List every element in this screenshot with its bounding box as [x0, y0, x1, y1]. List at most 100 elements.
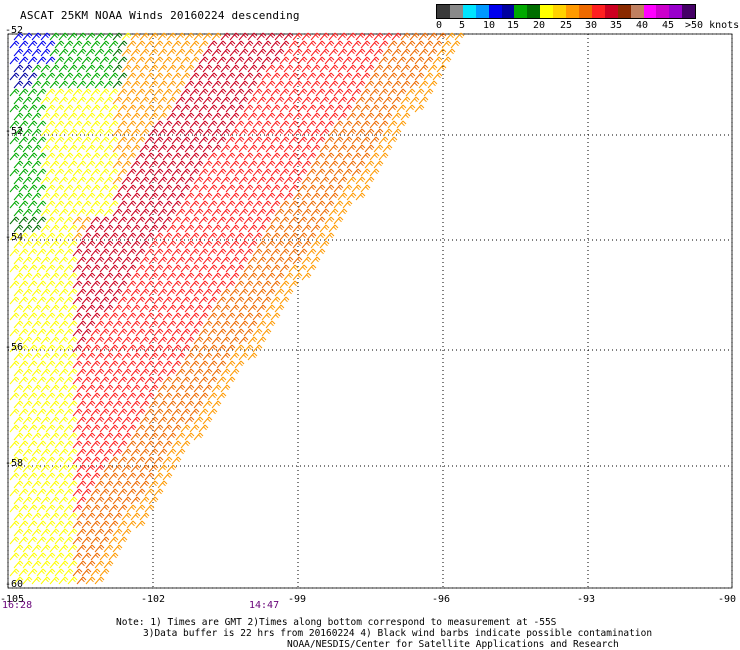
- wind-barb: [54, 440, 65, 449]
- wind-barb: [45, 232, 56, 241]
- wind-barb: [166, 48, 177, 57]
- wind-barb: [216, 152, 227, 161]
- wind-barb: [418, 80, 429, 89]
- wind-barb: [76, 352, 87, 361]
- wind-barb: [90, 360, 101, 369]
- wind-barb: [108, 216, 119, 225]
- wind-barb: [274, 144, 285, 153]
- wind-barb: [63, 264, 74, 273]
- wind-barb: [58, 192, 69, 201]
- wind-barb: [247, 256, 258, 265]
- wind-barb: [85, 288, 96, 297]
- wind-barb: [153, 200, 164, 209]
- wind-barb: [22, 256, 33, 265]
- wind-barb: [81, 120, 92, 129]
- wind-barb: [261, 232, 272, 241]
- wind-barb: [144, 328, 155, 337]
- wind-barb: [54, 328, 65, 337]
- wind-barb: [171, 344, 182, 353]
- wind-barb: [265, 80, 276, 89]
- wind-barb: [90, 568, 101, 577]
- wind-barb: [45, 424, 56, 433]
- wind-barb: [135, 440, 146, 449]
- wind-barb: [247, 48, 258, 57]
- wind-barb: [315, 40, 326, 49]
- wind-barb: [72, 312, 83, 321]
- wind-barb: [112, 288, 123, 297]
- wind-barb: [36, 104, 47, 113]
- wind-barb: [112, 48, 123, 57]
- wind-barb: [81, 152, 92, 161]
- wind-barb: [85, 208, 96, 217]
- wind-barb: [36, 360, 47, 369]
- wind-barb: [27, 360, 38, 369]
- wind-barb: [81, 440, 92, 449]
- wind-barb: [144, 168, 155, 177]
- wind-barb: [49, 432, 60, 441]
- wind-barb: [202, 176, 213, 185]
- wind-barb: [252, 216, 263, 225]
- wind-barb: [27, 296, 38, 305]
- wind-barb: [36, 568, 47, 577]
- wind-barb: [157, 336, 168, 345]
- wind-barb: [373, 144, 384, 153]
- wind-barb: [175, 176, 186, 185]
- wind-barb: [31, 576, 42, 585]
- wind-barb: [76, 320, 87, 329]
- wind-barb: [198, 120, 209, 129]
- wind-barb: [22, 192, 33, 201]
- wind-barb: [36, 312, 47, 321]
- wind-barb: [27, 104, 38, 113]
- wind-barb: [355, 96, 366, 105]
- wind-barb: [175, 224, 186, 233]
- wind-barb: [279, 296, 290, 305]
- wind-barb: [85, 304, 96, 313]
- wind-barb: [202, 144, 213, 153]
- wind-barb: [198, 184, 209, 193]
- wind-barb: [40, 432, 51, 441]
- wind-barb: [198, 88, 209, 97]
- wind-barb: [45, 456, 56, 465]
- wind-barb: [270, 184, 281, 193]
- wind-barb: [121, 400, 132, 409]
- wind-barb: [247, 304, 258, 313]
- wind-barb: [9, 72, 20, 81]
- wind-barb: [72, 536, 83, 545]
- wind-barb: [72, 472, 83, 481]
- wind-barb: [18, 216, 29, 225]
- wind-barb: [31, 480, 42, 489]
- wind-barb: [67, 272, 78, 281]
- wind-barb: [99, 568, 110, 577]
- wind-barb: [22, 496, 33, 505]
- wind-barb: [22, 352, 33, 361]
- wind-barb: [81, 72, 92, 81]
- wind-barb: [49, 368, 60, 377]
- wind-barb: [121, 304, 132, 313]
- wind-barb: [103, 544, 114, 553]
- wind-barb: [94, 336, 105, 345]
- colorbar-segment: [462, 5, 476, 18]
- wind-barb: [409, 80, 420, 89]
- wind-barb: [243, 312, 254, 321]
- wind-barb: [184, 224, 195, 233]
- wind-barb: [193, 352, 204, 361]
- wind-barb: [171, 424, 182, 433]
- wind-barb: [45, 504, 56, 513]
- wind-barb: [175, 112, 186, 121]
- wind-barb: [130, 240, 141, 249]
- wind-barb: [292, 160, 303, 169]
- colorbar-label-30: 30: [585, 20, 598, 31]
- wind-barb: [247, 352, 258, 361]
- wind-barb: [225, 376, 236, 385]
- wind-barb: [9, 232, 20, 241]
- wind-barb: [265, 32, 276, 41]
- wind-barb: [229, 128, 240, 137]
- wind-barb: [94, 48, 105, 57]
- wind-barb: [288, 136, 299, 145]
- wind-barb: [310, 32, 321, 41]
- wind-barb: [135, 488, 146, 497]
- wind-barb: [297, 184, 308, 193]
- wind-barb: [22, 368, 33, 377]
- wind-barb: [202, 288, 213, 297]
- wind-barb: [117, 248, 128, 257]
